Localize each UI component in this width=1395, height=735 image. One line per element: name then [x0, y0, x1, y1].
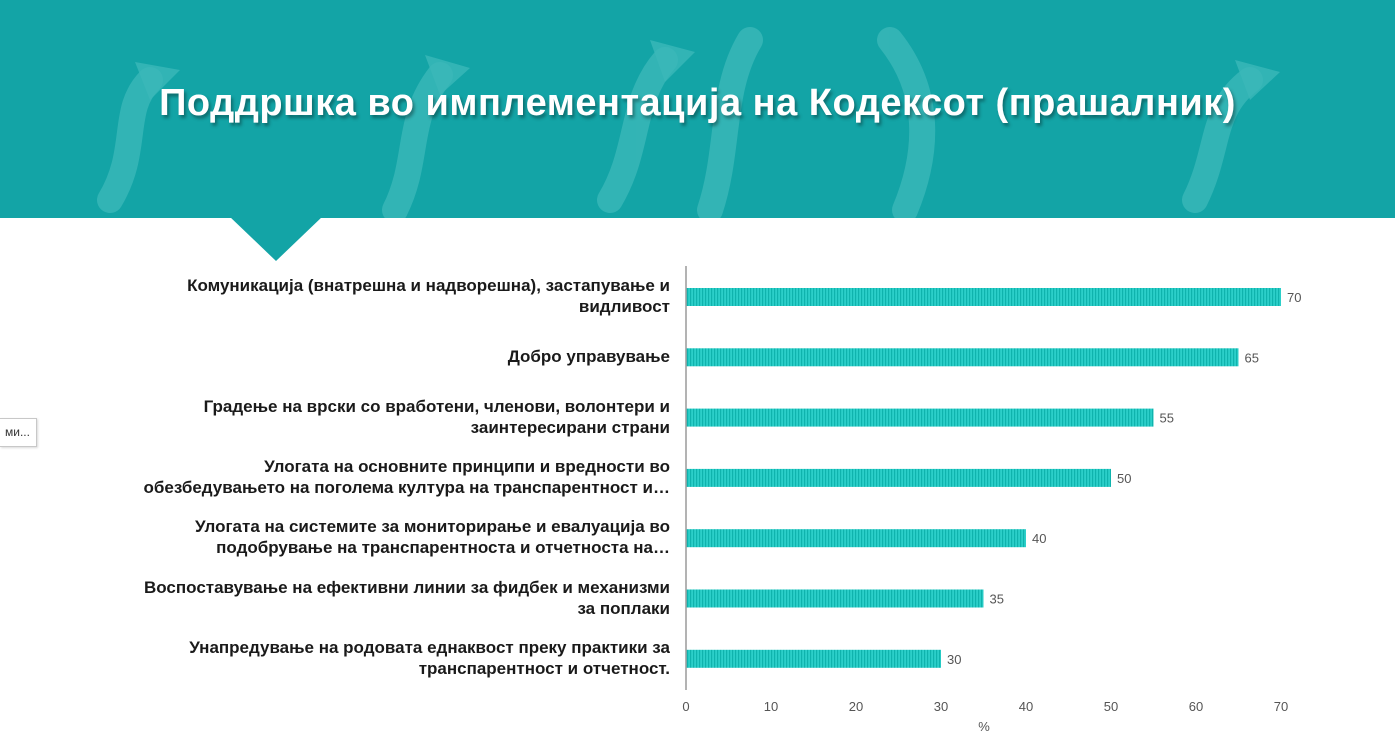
bar — [686, 649, 941, 668]
category-label: Улогата на системите за мониторирање и е… — [80, 516, 670, 558]
category-label-line: подобрување на транспарентноста и отчетн… — [216, 538, 670, 558]
bar — [686, 529, 1026, 548]
category-label: Комуникација (внатрешна и надворешна), з… — [80, 275, 670, 317]
x-tick-label: 0 — [682, 699, 689, 714]
bar — [686, 408, 1154, 427]
category-label-line: за поплаки — [577, 598, 670, 618]
category-label-line: заинтересирани страни — [470, 417, 670, 437]
x-tick-label: 70 — [1274, 699, 1288, 714]
bar-data-label: 40 — [1032, 531, 1046, 546]
x-tick-label: 40 — [1019, 699, 1033, 714]
bar-data-label: 50 — [1117, 471, 1131, 486]
category-label-line: Воспоставување на ефективни линии за фид… — [144, 577, 670, 597]
x-tick-label: 30 — [934, 699, 948, 714]
bar-data-label: 55 — [1160, 411, 1174, 426]
bar — [686, 288, 1281, 306]
category-label: Градење на врски со вработени, членови, … — [80, 396, 670, 438]
category-label-line: Улогата на основните принципи и вредност… — [264, 456, 670, 476]
bar — [686, 348, 1239, 367]
category-label-line: Добро управување — [507, 346, 670, 366]
bar-data-label: 70 — [1287, 290, 1301, 305]
header-banner: Поддршка во имплементација на Кодексот (… — [0, 0, 1395, 218]
category-label: Унапредување на родовата еднаквост преку… — [80, 637, 670, 679]
x-tick-label: 20 — [849, 699, 863, 714]
x-tick-label: 50 — [1104, 699, 1118, 714]
page-title: Поддршка во имплементација на Кодексот (… — [159, 82, 1236, 124]
category-label-line: Комуникација (внатрешна и надворешна), з… — [187, 276, 670, 295]
bar — [686, 468, 1111, 487]
bar-data-label: 30 — [947, 652, 961, 667]
category-label: Улогата на основните принципи и вредност… — [80, 456, 670, 498]
side-tab[interactable]: ми... — [0, 418, 37, 447]
x-axis-label: % — [978, 719, 990, 734]
category-label-line: видливост — [578, 297, 670, 316]
bar-data-label: 35 — [990, 592, 1004, 607]
category-label-line: Градење на врски со вработени, членови, … — [203, 396, 670, 416]
header-pointer — [229, 216, 323, 261]
category-label: Воспоставување на ефективни линии за фид… — [80, 577, 670, 619]
road-arrows-decoration — [97, 27, 1280, 218]
category-label-line: обезбедувањето на поголема култура на тр… — [143, 477, 670, 497]
category-label-line: Унапредување на родовата еднаквост преку… — [189, 637, 670, 657]
x-tick-label: 60 — [1189, 699, 1203, 714]
bar — [686, 589, 984, 608]
category-label-line: Улогата на системите за мониторирање и е… — [195, 517, 670, 537]
bar-data-label: 65 — [1245, 350, 1259, 365]
x-tick-label: 10 — [764, 699, 778, 714]
category-label-line: транспарентност и отчетност. — [418, 658, 670, 678]
category-label: Добро управување — [80, 346, 670, 367]
